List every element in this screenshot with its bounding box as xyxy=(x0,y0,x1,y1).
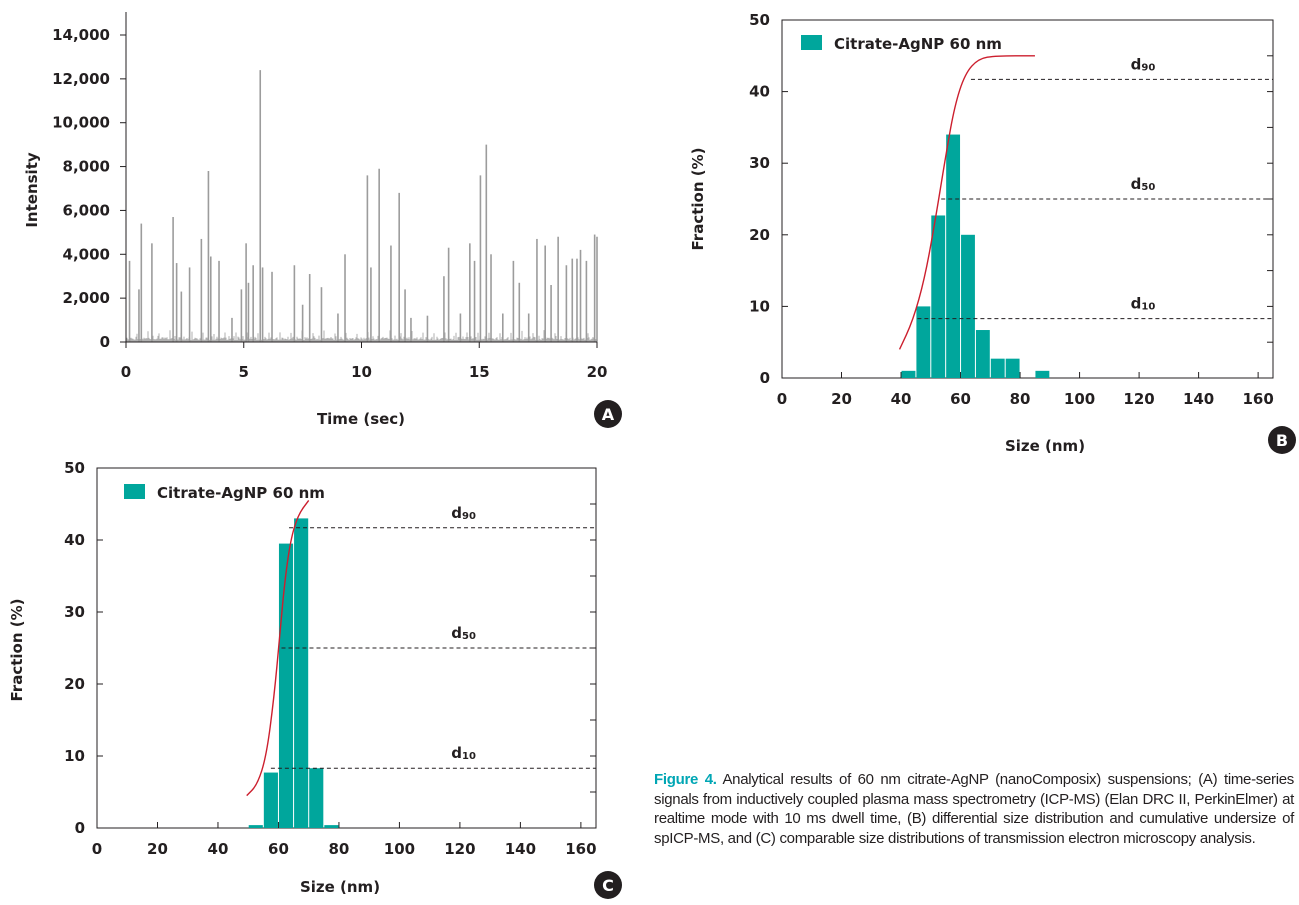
panel-b-x-tick-label: 100 xyxy=(1064,390,1095,408)
panel-c-bar xyxy=(294,518,309,828)
panel-b-y-tick-label: 0 xyxy=(760,369,770,387)
panel-b-bar xyxy=(990,358,1005,378)
panel-b-ylabel: Fraction (%) xyxy=(689,148,707,251)
panel-b-d50-label: d50 xyxy=(1131,175,1156,193)
panel-b-bar xyxy=(916,306,931,378)
panel-b-x-tick-label: 140 xyxy=(1183,390,1214,408)
panel-b-legend-swatch xyxy=(801,35,822,50)
panel-c-x-tick-label: 160 xyxy=(565,840,596,858)
svg-text:B: B xyxy=(1276,431,1288,450)
panel-c-x-tick-label: 40 xyxy=(208,840,229,858)
figure-caption: Figure 4. Analytical results of 60 nm ci… xyxy=(654,770,1294,848)
panel-c-legend-label: Citrate-AgNP 60 nm xyxy=(157,484,325,502)
panel-c-x-tick-label: 60 xyxy=(268,840,289,858)
panel-b-y-tick-label: 20 xyxy=(749,226,770,244)
caption-text: Analytical results of 60 nm citrate-AgNP… xyxy=(654,771,1295,847)
svg-text:C: C xyxy=(602,876,614,895)
panel-a-spikes xyxy=(125,70,598,342)
panel-b-x-tick-label: 40 xyxy=(891,390,912,408)
panel-c-bar xyxy=(309,768,324,828)
panel-a-x-tick-label: 5 xyxy=(239,363,249,381)
panel-b-bar xyxy=(1035,370,1050,378)
panel-b-legend-label: Citrate-AgNP 60 nm xyxy=(834,35,1002,53)
panel-b-chart: Fraction (%) Size (nm) 0 10 20 30 40 50 0 20 40 6… xyxy=(689,11,1296,455)
panel-c-badge: C xyxy=(594,871,622,899)
panel-b-x-tick-label: 60 xyxy=(950,390,971,408)
panel-a-y-tick-label: 8,000 xyxy=(63,158,110,176)
panel-c-legend-swatch xyxy=(124,484,145,499)
panel-b-bar xyxy=(901,370,916,378)
panel-b-d10-label: d10 xyxy=(1131,295,1156,313)
panel-c-y-tick-label: 30 xyxy=(64,603,85,621)
panel-b-xlabel: Size (nm) xyxy=(1005,437,1085,455)
panel-c-y-tick-label: 10 xyxy=(64,747,85,765)
panel-c-xlabel: Size (nm) xyxy=(300,878,380,896)
panel-b-y-tick-label: 10 xyxy=(749,297,770,315)
panel-b-y-tick-label: 40 xyxy=(749,83,770,101)
panel-c-ylabel: Fraction (%) xyxy=(8,599,26,702)
panel-c-d10-label: d10 xyxy=(451,744,476,762)
panel-a-xlabel: Time (sec) xyxy=(317,410,405,428)
panel-c-d90-label: d90 xyxy=(451,504,476,522)
panel-a-x-tick-label: 0 xyxy=(121,363,131,381)
panel-c-cumulative-curve xyxy=(246,499,310,797)
panel-a-y-tick-label: 4,000 xyxy=(63,245,110,263)
panel-b-bar xyxy=(1005,358,1020,378)
panel-c-bar xyxy=(263,772,278,828)
panel-b-x-tick-label: 0 xyxy=(777,390,787,408)
panel-a-y-tick-label: 2,000 xyxy=(63,289,110,307)
panel-b-bar xyxy=(961,234,975,378)
panel-c-x-tick-label: 20 xyxy=(147,840,168,858)
panel-a-y-tick-label: 0 xyxy=(100,333,110,351)
panel-b-x-tick-label: 120 xyxy=(1123,390,1154,408)
caption-head: Figure 4. xyxy=(654,771,717,788)
panel-c-x-tick-label: 100 xyxy=(384,840,415,858)
panel-c-chart: Fraction (%) Size (nm) 0 10 20 30 40 50 0 20 40 6… xyxy=(8,459,622,899)
panel-a-badge: A xyxy=(594,400,622,428)
panel-c-x-tick-label: 80 xyxy=(329,840,350,858)
panel-c-y-tick-label: 40 xyxy=(64,531,85,549)
panel-c-y-tick-label: 20 xyxy=(64,675,85,693)
panel-b-legend: Citrate-AgNP 60 nm xyxy=(801,35,1002,53)
panel-c-bar xyxy=(278,543,294,828)
panel-a-ylabel: Intensity xyxy=(23,152,41,228)
panel-a-x-tick-label: 10 xyxy=(351,363,372,381)
panel-a-chart: Intensity Time (sec) 0 2,000 4,000 6,000 8,0… xyxy=(23,12,622,428)
panel-b-badge: B xyxy=(1268,426,1296,454)
panel-b-bar xyxy=(931,215,946,378)
panel-b-cumulative-curve xyxy=(898,55,1035,350)
panel-b-x-tick-label: 20 xyxy=(831,390,852,408)
panel-a-x-tick-label: 15 xyxy=(469,363,490,381)
panel-c-y-tick-label: 0 xyxy=(75,819,85,837)
panel-b-y-tick-label: 50 xyxy=(749,11,770,29)
panel-b-plot: 0 10 20 30 40 50 0 20 40 60 80 100 120 140 160 d90 d50 d1… xyxy=(749,11,1274,408)
panel-c-x-tick-label: 0 xyxy=(92,840,102,858)
panel-c-bar xyxy=(248,825,263,828)
panel-b-x-tick-label: 80 xyxy=(1010,390,1031,408)
panel-a-axes: 0 2,000 4,000 6,000 8,000 10,000 12,000 14,000 0… xyxy=(52,12,607,381)
panel-a-baseline-noise xyxy=(125,330,597,342)
panel-b-x-tick-label: 160 xyxy=(1242,390,1273,408)
panel-c-legend: Citrate-AgNP 60 nm xyxy=(124,484,325,502)
panel-b-bar xyxy=(946,134,961,378)
panel-a-x-tick-label: 20 xyxy=(587,363,608,381)
panel-c-d50-label: d50 xyxy=(451,624,476,642)
panel-a-y-tick-label: 10,000 xyxy=(52,114,110,132)
panel-a-y-tick-label: 14,000 xyxy=(52,26,110,44)
panel-c-plot: 0 10 20 30 40 50 0 20 40 60 80 100 120 140 160 d90 d50 d1… xyxy=(64,459,596,858)
panel-c-y-tick-label: 50 xyxy=(64,459,85,477)
panel-a-y-tick-label: 12,000 xyxy=(52,70,110,88)
svg-text:A: A xyxy=(602,405,615,424)
panel-b-bar xyxy=(975,330,990,378)
panel-b-y-tick-label: 30 xyxy=(749,154,770,172)
panel-c-bar xyxy=(324,825,339,828)
panel-a-y-tick-label: 6,000 xyxy=(63,201,110,219)
panel-b-d90-label: d90 xyxy=(1131,55,1156,73)
panel-c-x-tick-label: 140 xyxy=(505,840,536,858)
panel-c-x-tick-label: 120 xyxy=(444,840,475,858)
